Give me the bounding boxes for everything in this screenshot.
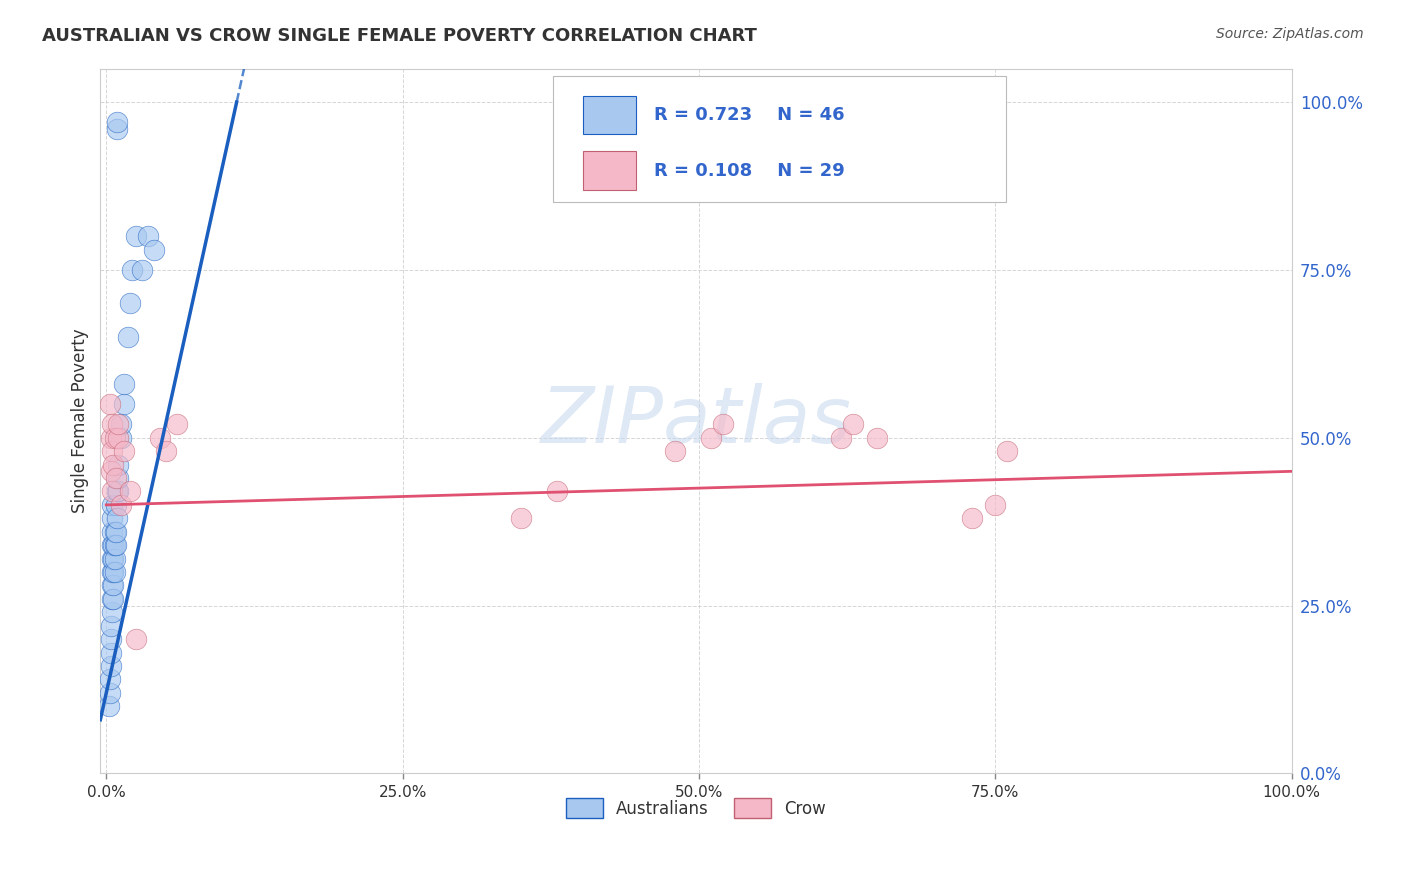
Point — [100, 618, 122, 632]
Point — [101, 511, 124, 525]
Point — [104, 538, 127, 552]
Text: AUSTRALIAN VS CROW SINGLE FEMALE POVERTY CORRELATION CHART: AUSTRALIAN VS CROW SINGLE FEMALE POVERTY… — [42, 27, 756, 45]
Point — [103, 458, 125, 472]
Point — [107, 431, 129, 445]
FancyBboxPatch shape — [582, 95, 637, 135]
Point — [107, 458, 129, 472]
Point — [510, 511, 533, 525]
Text: ZIPatlas: ZIPatlas — [540, 383, 852, 459]
Point — [101, 565, 124, 579]
Point — [110, 498, 132, 512]
Point — [101, 551, 124, 566]
Point — [103, 591, 125, 606]
Point — [105, 484, 128, 499]
Point — [101, 417, 124, 432]
Point — [700, 431, 723, 445]
Point — [125, 632, 148, 647]
Point — [118, 484, 141, 499]
Text: Source: ZipAtlas.com: Source: ZipAtlas.com — [1216, 27, 1364, 41]
Point — [110, 431, 132, 445]
Point — [166, 417, 188, 432]
Point — [112, 444, 135, 458]
Point — [101, 444, 124, 458]
Point — [105, 511, 128, 525]
Point — [103, 551, 125, 566]
Point — [100, 464, 122, 478]
Point — [100, 632, 122, 647]
Point — [98, 397, 121, 411]
Point — [101, 591, 124, 606]
Point — [546, 484, 568, 499]
Point — [105, 122, 128, 136]
Point — [104, 471, 127, 485]
Point — [131, 263, 153, 277]
Point — [149, 431, 172, 445]
Point — [101, 484, 124, 499]
Point — [142, 243, 165, 257]
Text: R = 0.723    N = 46: R = 0.723 N = 46 — [654, 106, 845, 124]
Point — [101, 498, 124, 512]
Point — [98, 673, 121, 687]
Point — [866, 431, 889, 445]
Point — [100, 646, 122, 660]
FancyBboxPatch shape — [582, 152, 637, 190]
Point — [101, 578, 124, 592]
Point — [711, 417, 734, 432]
Point — [100, 659, 122, 673]
Point — [103, 431, 125, 445]
Point — [121, 263, 143, 277]
Point — [103, 538, 125, 552]
Point — [984, 498, 1007, 512]
Point — [104, 498, 127, 512]
Point — [101, 524, 124, 539]
Point — [664, 444, 686, 458]
FancyBboxPatch shape — [553, 76, 1005, 202]
Point — [104, 524, 127, 539]
Point — [105, 115, 128, 129]
Point — [155, 444, 177, 458]
Point — [101, 605, 124, 619]
Point — [118, 296, 141, 310]
Point — [842, 417, 865, 432]
Point — [960, 511, 983, 525]
Point — [830, 431, 852, 445]
Point — [136, 229, 159, 244]
Point — [101, 538, 124, 552]
Point — [112, 397, 135, 411]
Point — [98, 686, 121, 700]
Point — [112, 377, 135, 392]
Point — [117, 330, 139, 344]
Point — [103, 565, 125, 579]
Point — [125, 229, 148, 244]
Y-axis label: Single Female Poverty: Single Female Poverty — [72, 328, 89, 513]
Point — [103, 551, 125, 566]
Point — [107, 471, 129, 485]
Point — [97, 699, 120, 714]
Point — [103, 538, 125, 552]
Point — [107, 417, 129, 432]
Point — [110, 417, 132, 432]
Point — [103, 578, 125, 592]
Legend: Australians, Crow: Australians, Crow — [560, 791, 832, 825]
Point — [103, 524, 125, 539]
Point — [995, 444, 1018, 458]
Point — [103, 565, 125, 579]
Point — [107, 484, 129, 499]
Text: R = 0.108    N = 29: R = 0.108 N = 29 — [654, 161, 845, 179]
Point — [100, 431, 122, 445]
